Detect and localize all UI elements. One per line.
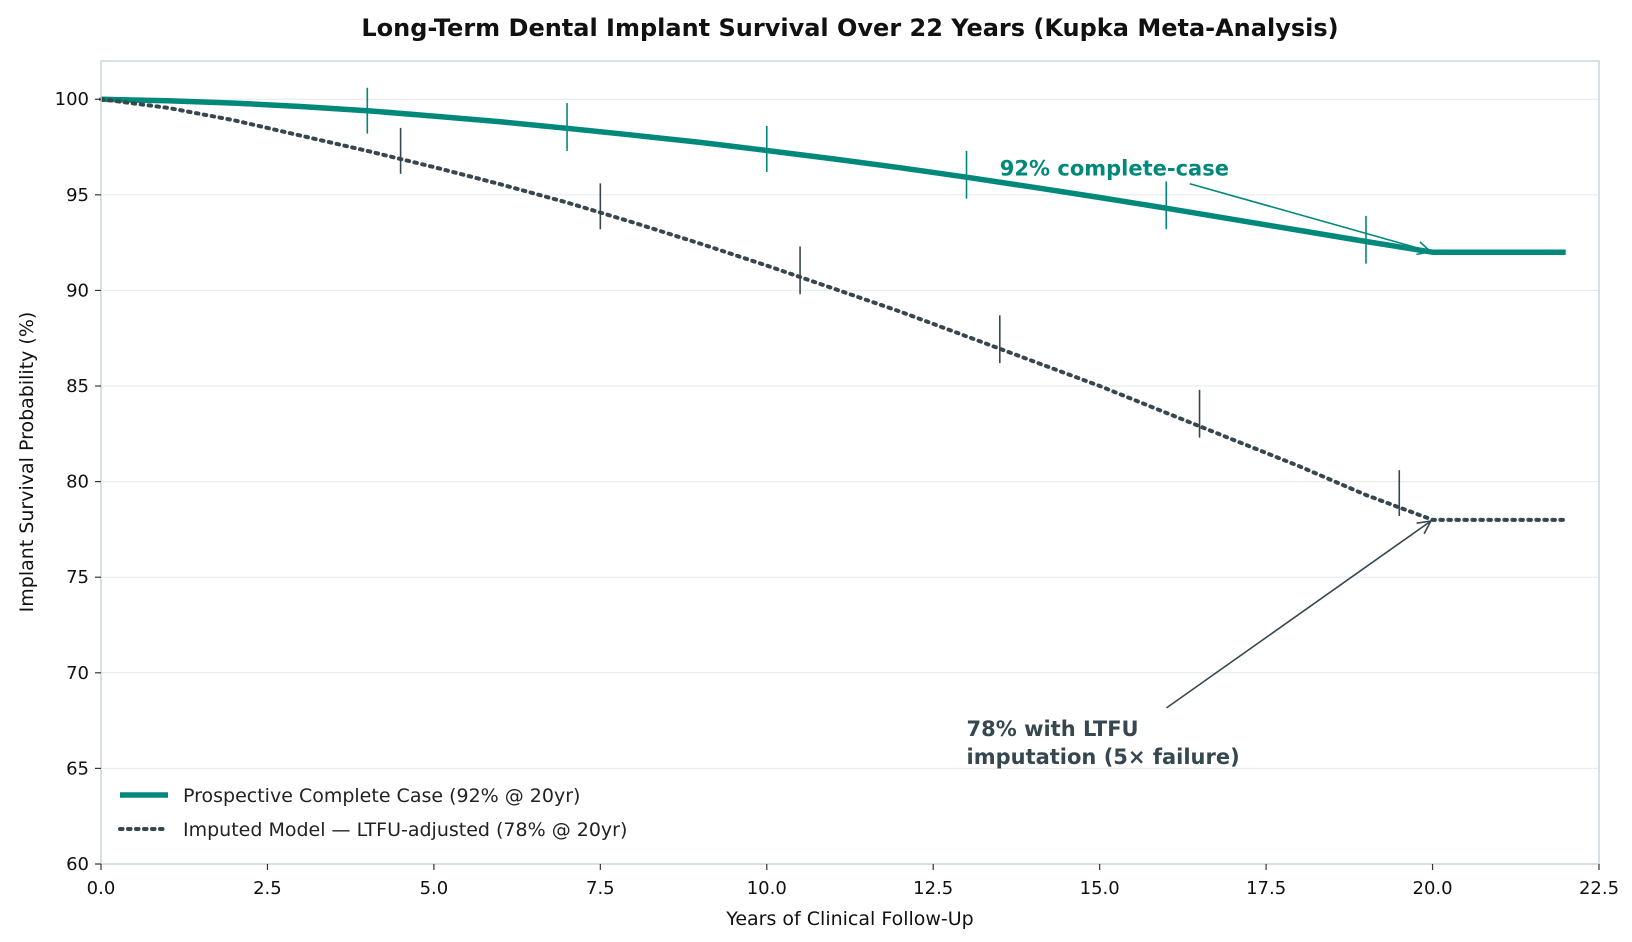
y-tick-label: 75	[66, 567, 89, 588]
annotation-arrowhead-2	[1416, 519, 1433, 535]
x-tick-label: 15.0	[1080, 878, 1120, 899]
x-tick-label: 20.0	[1413, 878, 1453, 899]
annotation-arrow-2	[1166, 520, 1432, 709]
x-tick-label: 22.5	[1579, 878, 1619, 899]
annotation-text-2: 78% with LTFU imputation (5× failure)	[967, 717, 1240, 769]
x-tick-label: 7.5	[586, 878, 615, 899]
x-axis-label: Years of Clinical Follow-Up	[725, 908, 974, 930]
x-tick-label: 12.5	[913, 878, 953, 899]
y-tick-label: 80	[66, 472, 89, 493]
legend: Prospective Complete Case (92% @ 20yr) Im…	[118, 785, 627, 841]
y-axis-label: Implant Survival Probability (%)	[16, 312, 38, 613]
grid	[101, 98, 1599, 865]
x-tick-label: 2.5	[253, 878, 282, 899]
series-layer	[99, 96, 1568, 522]
legend-label-2: Imputed Model — LTFU-adjusted (78% @ 20y…	[183, 819, 627, 841]
annotations: 92% complete-case 78% with LTFU imputation…	[967, 157, 1433, 769]
y-tick-label: 100	[55, 89, 89, 110]
annotation-line: imputation (5× failure)	[967, 745, 1240, 769]
axes: 60 65 70 75 80 85 90 95 100 0.0 2.5 5.0 7.5 10.0 12.5 1…	[55, 89, 1619, 899]
annotation-arrow-1	[1189, 182, 1431, 253]
y-tick-label: 70	[66, 663, 89, 684]
plot-frame	[100, 60, 1600, 865]
annotation-arrowhead-1	[1416, 241, 1433, 256]
errorbar-layer	[366, 87, 1401, 517]
y-tick-label: 85	[66, 376, 89, 397]
chart-title: Long-Term Dental Implant Survival Over 2…	[361, 14, 1338, 42]
x-tick-label: 0.0	[87, 878, 116, 899]
series-line-1	[100, 96, 1566, 255]
y-tick-label: 65	[66, 758, 89, 779]
y-tick-label: 90	[66, 280, 89, 301]
legend-label-1: Prospective Complete Case (92% @ 20yr)	[183, 785, 580, 807]
annotation-line: 78% with LTFU	[967, 717, 1139, 741]
y-tick-label: 95	[66, 185, 89, 206]
x-tick-label: 10.0	[747, 878, 787, 899]
x-tick-label: 5.0	[420, 878, 449, 899]
series-line-2	[99, 97, 1568, 522]
x-tick-label: 17.5	[1246, 878, 1286, 899]
annotation-text-1: 92% complete-case	[1000, 157, 1229, 181]
y-tick-label: 60	[66, 854, 89, 875]
